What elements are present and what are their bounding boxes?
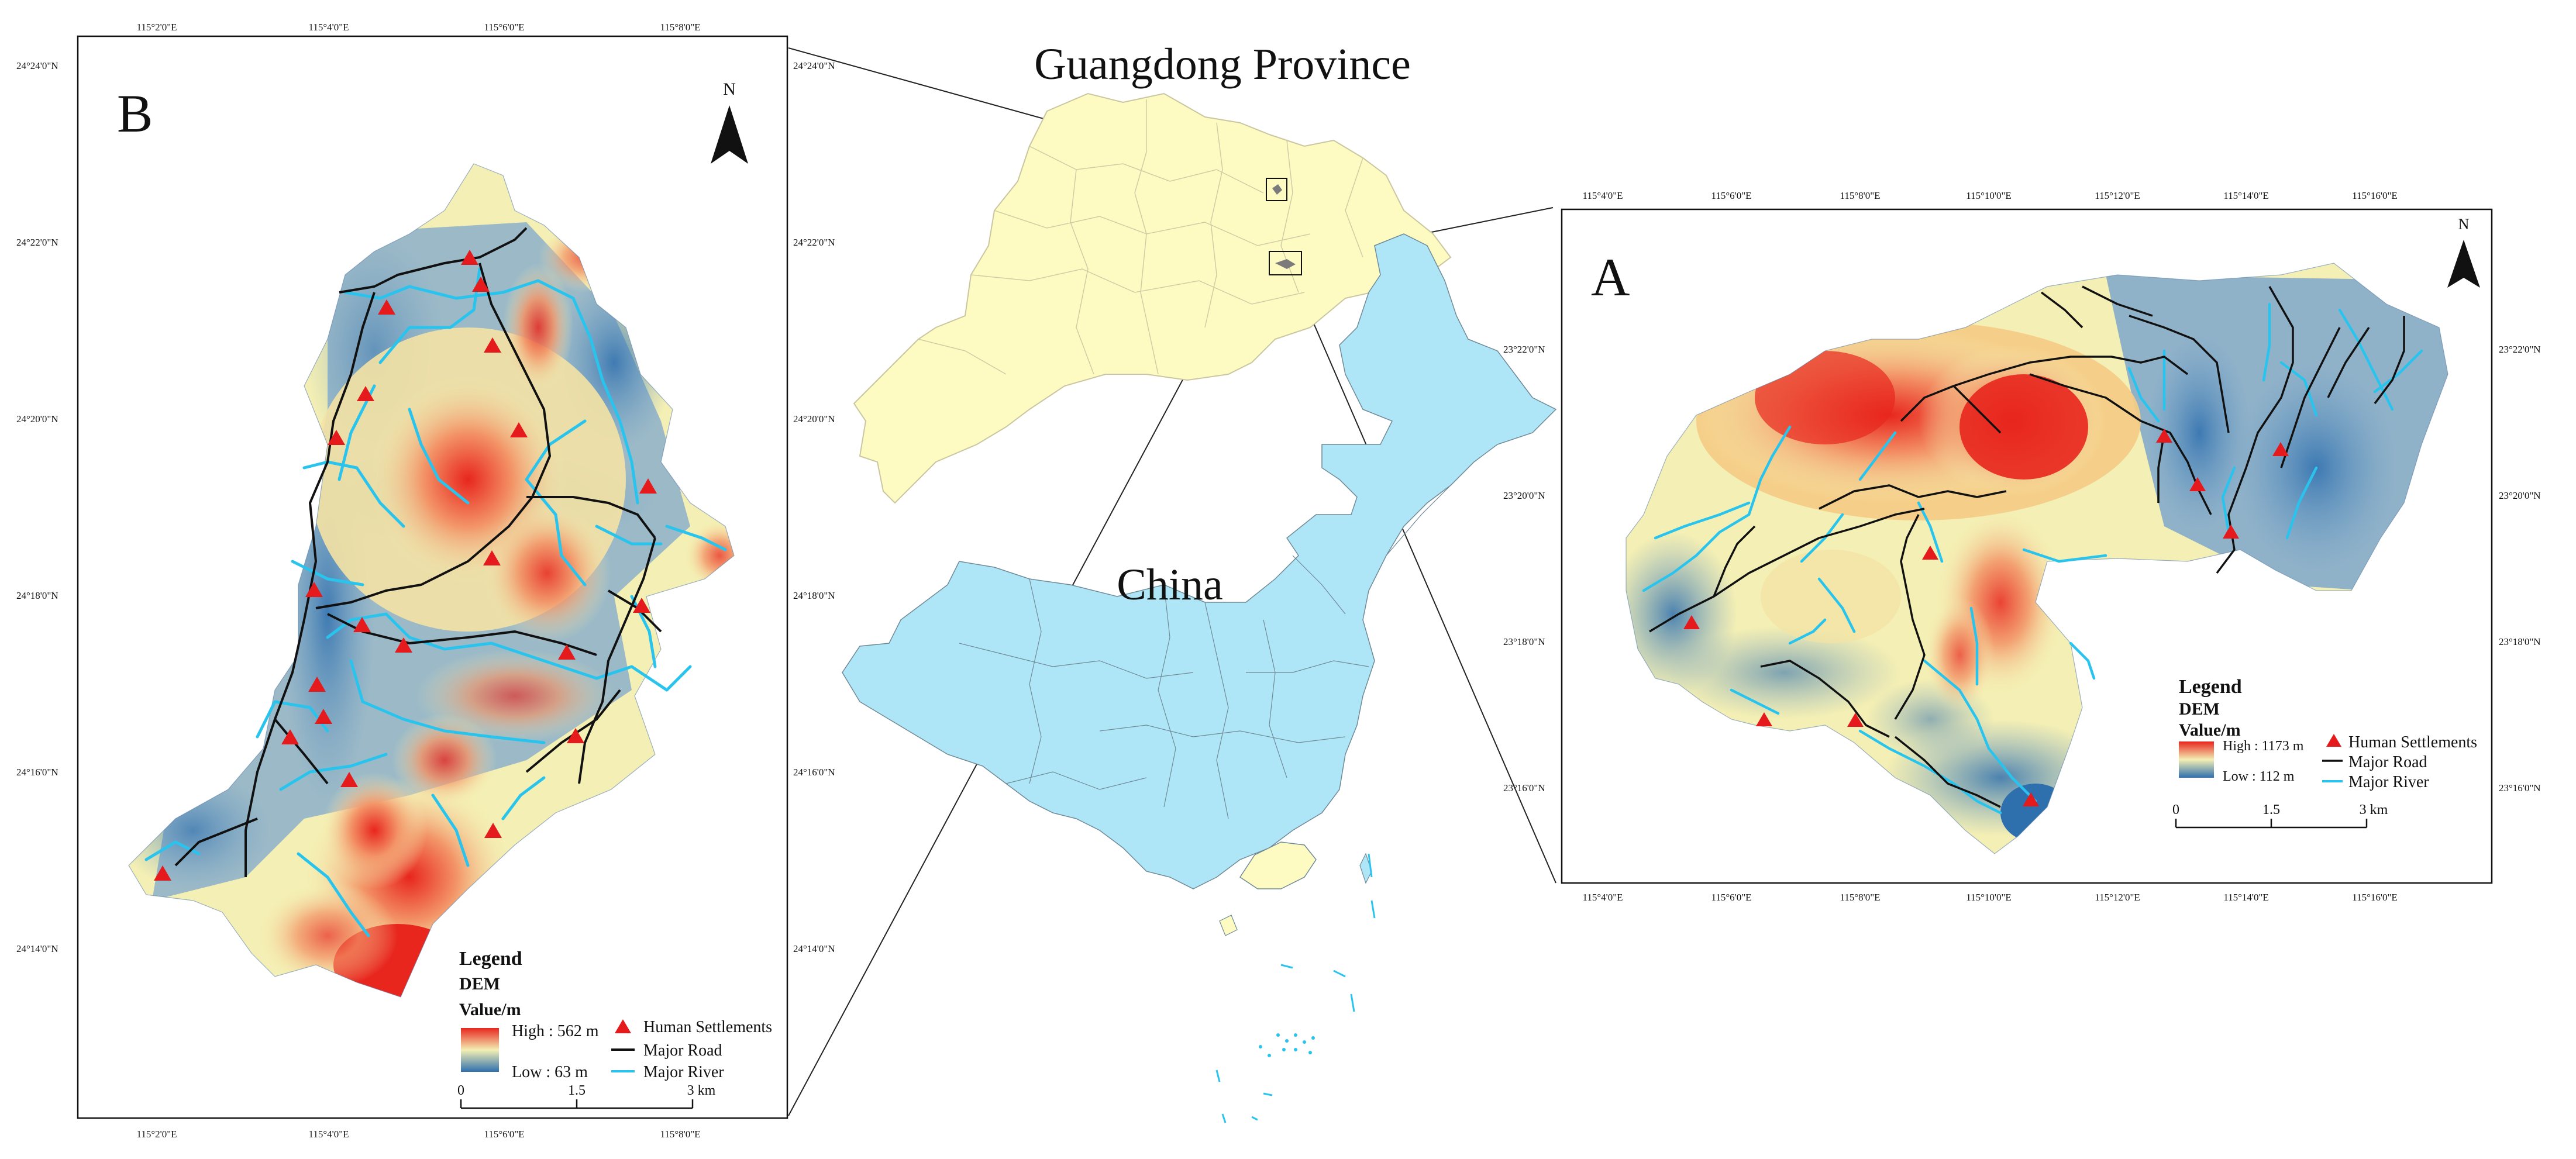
legend-river-a: Major River: [2348, 773, 2429, 791]
scale-0-b: 0: [457, 1083, 464, 1098]
panel-b-tick-labels: 115°2'0"E 115°4'0"E 115°6'0"E 115°8'0"E …: [16, 22, 835, 1140]
legend-value-label-b: Value/m: [459, 1000, 521, 1019]
a-left-tick: 23°20'0"N: [1503, 490, 1545, 501]
scale-end-a: 3 km: [2360, 802, 2388, 817]
north-arrow-b: N: [711, 80, 748, 164]
a-top-tick: 115°8'0"E: [1840, 190, 1880, 201]
scale-0-a: 0: [2172, 802, 2179, 817]
china-title: China: [1117, 560, 1223, 609]
north-arrow-a: N: [2447, 216, 2480, 288]
panel-a-tick-labels: 115°4'0"E 115°6'0"E 115°8'0"E 115°10'0"E…: [1503, 190, 2541, 903]
legend-layer-b: DEM: [459, 974, 500, 994]
b-bottom-tick: 115°4'0"E: [308, 1129, 349, 1140]
legend-low-a: Low : 112 m: [2223, 769, 2295, 784]
a-bottom-tick: 115°12'0"E: [2095, 892, 2140, 903]
a-top-tick: 115°6'0"E: [1711, 190, 1751, 201]
legend-low-b: Low : 63 m: [512, 1063, 588, 1081]
panel-a-inset-map: N A Legend DEM Value/m High : 1173 m Low…: [1503, 190, 2541, 903]
a-left-tick: 23°16'0"N: [1503, 782, 1545, 794]
a-bottom-tick: 115°10'0"E: [1966, 892, 2012, 903]
legend-road-a: Major Road: [2348, 753, 2427, 771]
panel-a-label: A: [1591, 247, 1630, 307]
b-top-tick: 115°6'0"E: [484, 22, 524, 33]
b-right-tick: 24°14'0"N: [793, 943, 835, 954]
panel-b-legend: Legend DEM Value/m High : 562 m Low : 63…: [457, 948, 772, 1109]
north-label-a: N: [2458, 216, 2470, 233]
a-top-tick: 115°4'0"E: [1582, 190, 1623, 201]
panel-a-rivers: [1642, 302, 2423, 815]
panel-b-settlements: [154, 250, 657, 881]
legend-river-b: Major River: [643, 1063, 724, 1081]
settlement-legend-icon-a: [2326, 734, 2341, 747]
b-right-tick: 24°18'0"N: [793, 590, 835, 601]
scale-end-b: 3 km: [687, 1083, 716, 1098]
b-left-tick: 24°14'0"N: [16, 943, 58, 954]
panel-b-label: B: [117, 84, 153, 143]
b-top-tick: 115°8'0"E: [660, 22, 700, 33]
a-top-tick: 115°14'0"E: [2223, 190, 2269, 201]
scale-mid-a: 1.5: [2262, 802, 2280, 817]
a-bottom-tick: 115°4'0"E: [1582, 892, 1623, 903]
b-right-tick: 24°16'0"N: [793, 767, 835, 778]
legend-value-label-a: Value/m: [2179, 720, 2241, 740]
legend-high-b: High : 562 m: [512, 1022, 599, 1040]
north-label-b: N: [723, 80, 736, 99]
guangdong-province-map: Guangdong Province: [853, 40, 1452, 504]
b-left-tick: 24°22'0"N: [16, 237, 58, 248]
a-bottom-tick: 115°6'0"E: [1711, 892, 1751, 903]
b-right-tick: 24°24'0"N: [793, 60, 835, 71]
b-bottom-tick: 115°6'0"E: [484, 1129, 524, 1140]
b-left-tick: 24°24'0"N: [16, 60, 58, 71]
scale-bar-b: [460, 1099, 694, 1109]
a-bottom-tick: 115°14'0"E: [2223, 892, 2269, 903]
b-left-tick: 24°20'0"N: [16, 413, 58, 425]
a-right-tick: 23°16'0"N: [2499, 782, 2541, 794]
a-top-tick: 115°10'0"E: [1966, 190, 2012, 201]
panel-a-settlements: [1683, 429, 2289, 806]
legend-settlements-b: Human Settlements: [643, 1018, 772, 1036]
settlement-legend-icon-b: [615, 1019, 631, 1033]
b-left-tick: 24°16'0"N: [16, 767, 58, 778]
b-right-tick: 24°22'0"N: [793, 237, 835, 248]
a-right-tick: 23°18'0"N: [2499, 636, 2541, 647]
legend-high-a: High : 1173 m: [2223, 739, 2304, 754]
dem-color-ramp-a: [2179, 741, 2214, 778]
a-left-tick: 23°18'0"N: [1503, 636, 1545, 647]
a-left-tick: 23°22'0"N: [1503, 344, 1545, 355]
china-map: China: [842, 233, 1557, 1123]
panel-b-inset-map: N B Legend DEM Value/m High : 562 m Low …: [16, 22, 835, 1140]
scale-mid-b: 1.5: [568, 1083, 586, 1098]
scale-bar-a: [2175, 819, 2368, 829]
b-top-tick: 115°4'0"E: [308, 22, 349, 33]
a-right-tick: 23°20'0"N: [2499, 490, 2541, 501]
legend-title-a: Legend: [2179, 676, 2242, 698]
legend-layer-a: DEM: [2179, 699, 2220, 719]
a-bottom-tick: 115°16'0"E: [2352, 892, 2398, 903]
a-top-tick: 115°12'0"E: [2095, 190, 2140, 201]
legend-settlements-a: Human Settlements: [2348, 733, 2477, 751]
panel-a-legend: Legend DEM Value/m High : 1173 m Low : 1…: [2172, 676, 2477, 829]
a-right-tick: 23°22'0"N: [2499, 344, 2541, 355]
dem-color-ramp-b: [461, 1028, 499, 1072]
a-top-tick: 115°16'0"E: [2352, 190, 2398, 201]
legend-road-b: Major Road: [643, 1041, 722, 1060]
b-top-tick: 115°2'0"E: [136, 22, 177, 33]
b-right-tick: 24°20'0"N: [793, 413, 835, 425]
guangdong-title: Guangdong Province: [1034, 40, 1411, 89]
b-bottom-tick: 115°2'0"E: [136, 1129, 177, 1140]
b-left-tick: 24°18'0"N: [16, 590, 58, 601]
b-bottom-tick: 115°8'0"E: [660, 1129, 700, 1140]
legend-title-b: Legend: [459, 948, 522, 970]
a-bottom-tick: 115°8'0"E: [1840, 892, 1880, 903]
